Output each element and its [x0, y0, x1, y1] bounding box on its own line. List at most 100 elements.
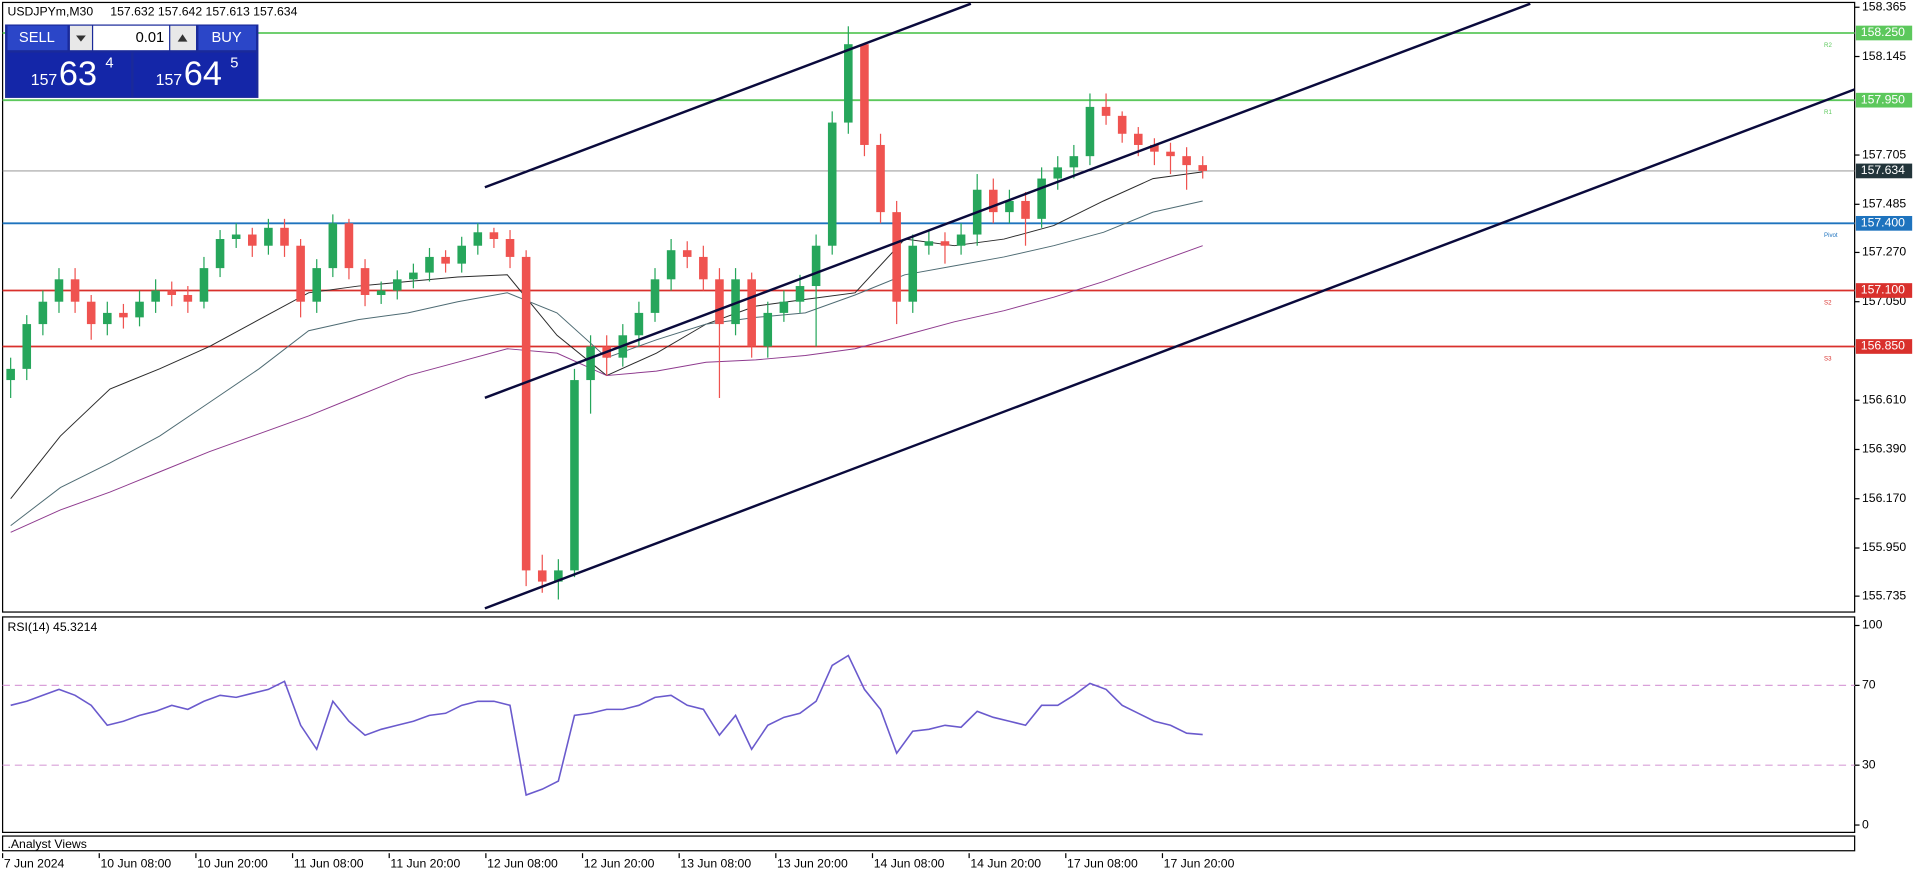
candle-body	[1069, 156, 1079, 168]
candle-body	[1150, 144, 1159, 152]
y-tick-label: 156.170	[1862, 491, 1906, 505]
candle-body	[1133, 133, 1143, 145]
candle-body	[989, 189, 998, 213]
candle-body	[86, 301, 96, 325]
y-tick-label: 156.390	[1862, 442, 1906, 456]
level-tag-label: 157.100	[1861, 283, 1905, 297]
candle-body	[860, 44, 869, 145]
candle-body	[22, 324, 32, 369]
candle-body	[425, 256, 434, 273]
candle-body	[264, 227, 273, 246]
current-price-label: 157.634	[1861, 163, 1905, 177]
y-tick-label: 158.365	[1862, 0, 1906, 13]
candle-body	[215, 239, 225, 269]
buy-price-small: 5	[230, 56, 238, 72]
candle-body	[731, 279, 740, 325]
candle-body	[248, 234, 257, 246]
level-tag-label: 157.400	[1861, 216, 1905, 230]
candle-body	[827, 122, 837, 246]
y-tick-label: 157.270	[1862, 245, 1906, 259]
buy-price-main: 64	[184, 55, 222, 93]
candle-body	[344, 223, 354, 269]
candle-body	[586, 346, 595, 381]
level-tag-label: 156.850	[1861, 339, 1905, 353]
sell-label: SELL	[19, 30, 55, 46]
volume-input[interactable]	[93, 25, 170, 51]
level-name: Pivot	[1824, 232, 1838, 239]
candle-body	[1101, 106, 1111, 116]
candle-body	[844, 44, 853, 123]
y-tick-label: 157.705	[1862, 147, 1906, 161]
x-tick-label: 13 Jun 08:00	[680, 856, 751, 870]
candle-body	[747, 279, 756, 347]
x-tick-label: 10 Jun 08:00	[100, 856, 171, 870]
candle-body	[441, 256, 450, 264]
candle-body	[1085, 106, 1095, 157]
x-tick-label: 17 Jun 08:00	[1067, 856, 1138, 870]
x-tick-label: 11 Jun 08:00	[294, 856, 364, 870]
channel-middle	[484, 2, 1531, 399]
level-name: S3	[1824, 355, 1832, 362]
candle-body	[795, 286, 805, 302]
sell-price-small: 4	[105, 56, 113, 72]
rsi-title: RSI(14) 45.3214	[7, 620, 97, 634]
y-tick-label: 155.735	[1862, 588, 1906, 602]
candle-body	[135, 301, 144, 318]
x-tick-label: 11 Jun 20:00	[390, 856, 460, 870]
rsi-tick-label: 30	[1862, 757, 1876, 771]
candle-body	[280, 227, 289, 246]
candle-body	[489, 232, 499, 240]
candle-body	[634, 312, 644, 336]
candle-body	[473, 232, 483, 246]
buy-label: BUY	[212, 30, 242, 46]
sell-button[interactable]	[7, 25, 68, 51]
candle-body	[103, 312, 112, 325]
y-tick-label: 157.485	[1862, 197, 1906, 211]
candle-body	[1166, 151, 1175, 157]
candle-body	[1053, 167, 1063, 179]
channel-lower	[484, 88, 1856, 610]
sell-price-box[interactable]	[7, 52, 132, 97]
candle-body	[392, 279, 402, 291]
candle-body	[151, 290, 160, 302]
level-tag-label: 158.250	[1861, 25, 1905, 39]
x-tick-label: 14 Jun 20:00	[970, 856, 1041, 870]
level-tag	[1855, 215, 1913, 231]
level-name: S2	[1824, 299, 1832, 306]
candle-body	[699, 256, 708, 280]
x-tick-label: 14 Jun 08:00	[874, 856, 945, 870]
buy-price-big: 157	[156, 72, 183, 89]
candle-body	[554, 570, 563, 582]
candle-body	[715, 279, 724, 325]
y-tick-label: 155.950	[1862, 540, 1906, 554]
sell-price-big: 157	[31, 72, 58, 89]
candle-body	[296, 245, 305, 302]
volume-value: 0.01	[136, 30, 165, 46]
trade-panel: SELL 0.01 BUY 157 63 4 157 64 5	[5, 24, 259, 98]
buy-button[interactable]	[198, 25, 256, 51]
candle-body	[183, 294, 193, 302]
candle-body	[521, 256, 531, 571]
level-tag	[1855, 25, 1913, 41]
y-tick-label: 158.145	[1862, 49, 1906, 63]
candle-body	[505, 239, 515, 257]
candle-body	[54, 279, 64, 302]
sell-price-main: 63	[59, 55, 97, 93]
symbol: USDJPYm,M30	[7, 4, 93, 18]
candle-body	[570, 380, 579, 571]
rsi-line	[10, 654, 1203, 797]
level-name: R1	[1824, 109, 1832, 116]
candle-body	[38, 301, 48, 325]
candle-body	[1182, 156, 1191, 166]
candle-body	[199, 268, 209, 302]
candle-body	[457, 245, 466, 264]
candle-body	[409, 272, 418, 280]
x-tick-label: 17 Jun 20:00	[1164, 856, 1235, 870]
channel-upper	[484, 2, 972, 189]
buy-price-box[interactable]	[133, 52, 256, 97]
candle-body	[682, 250, 692, 257]
candle-body	[376, 290, 386, 295]
